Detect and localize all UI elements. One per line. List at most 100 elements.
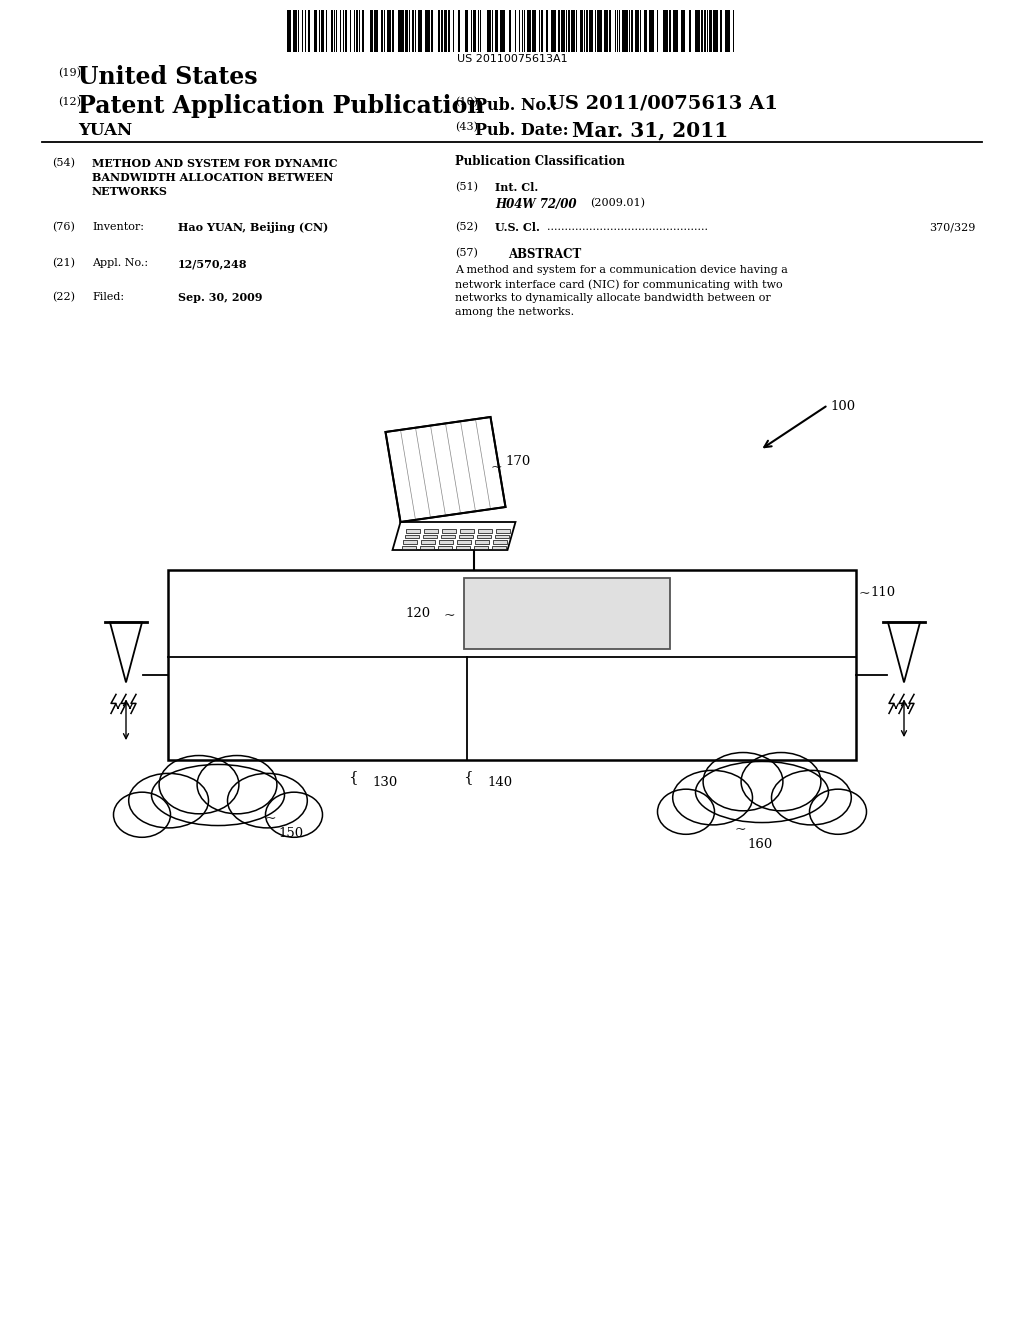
Bar xyxy=(457,540,471,544)
Bar xyxy=(595,11,596,51)
Bar xyxy=(615,11,616,51)
Text: 100: 100 xyxy=(830,400,855,413)
Bar xyxy=(431,11,433,51)
Text: ~: ~ xyxy=(858,587,869,601)
Text: ~: ~ xyxy=(443,609,456,623)
Bar xyxy=(674,11,678,51)
Text: United States: United States xyxy=(78,65,258,88)
Text: Inventor:: Inventor: xyxy=(92,222,144,232)
Bar xyxy=(575,11,577,51)
Bar xyxy=(416,11,417,51)
Bar xyxy=(327,11,328,51)
Text: ~: ~ xyxy=(490,461,502,475)
Bar xyxy=(444,11,447,51)
Text: Int. Cl.: Int. Cl. xyxy=(495,182,539,193)
Bar xyxy=(340,11,341,51)
Bar xyxy=(349,11,350,51)
Bar xyxy=(608,11,610,51)
Bar xyxy=(343,11,344,51)
Ellipse shape xyxy=(703,752,783,810)
Bar xyxy=(413,11,415,51)
Bar xyxy=(474,545,487,549)
Bar xyxy=(713,11,718,51)
Text: 160: 160 xyxy=(746,838,772,851)
Bar xyxy=(604,11,607,51)
Text: (19): (19) xyxy=(58,69,81,78)
Ellipse shape xyxy=(129,774,209,828)
Bar xyxy=(421,540,435,544)
Bar xyxy=(409,11,411,51)
Text: Publication Classification: Publication Classification xyxy=(455,154,625,168)
Bar xyxy=(635,11,639,51)
Bar xyxy=(384,11,385,51)
Bar xyxy=(492,545,506,549)
Text: H04W 72/00: H04W 72/00 xyxy=(495,198,577,211)
Bar xyxy=(710,11,712,51)
Bar xyxy=(495,11,499,51)
Bar xyxy=(629,11,630,51)
Bar xyxy=(519,11,520,51)
Text: (57): (57) xyxy=(455,248,478,259)
Text: (22): (22) xyxy=(52,292,75,302)
Bar xyxy=(404,535,419,539)
Bar xyxy=(617,11,618,51)
Polygon shape xyxy=(385,417,506,521)
Ellipse shape xyxy=(197,755,276,814)
Bar xyxy=(398,11,403,51)
Bar xyxy=(401,545,416,549)
Bar xyxy=(449,11,451,51)
Ellipse shape xyxy=(695,762,828,822)
Text: Patent Application Publication: Patent Application Publication xyxy=(78,94,484,117)
Bar xyxy=(298,11,299,51)
Bar xyxy=(471,11,472,51)
Text: ~: ~ xyxy=(265,812,276,826)
Text: 370/329: 370/329 xyxy=(929,222,975,232)
Bar xyxy=(370,11,373,51)
Bar xyxy=(620,11,621,51)
Bar xyxy=(631,11,633,51)
Bar xyxy=(477,535,490,539)
Bar xyxy=(486,11,490,51)
Bar xyxy=(302,11,303,51)
Text: 110: 110 xyxy=(870,586,895,598)
Bar xyxy=(387,11,391,51)
Bar xyxy=(464,578,671,649)
Bar xyxy=(321,11,325,51)
Bar xyxy=(640,11,641,51)
Text: NETWORKS: NETWORKS xyxy=(92,186,168,197)
Text: network interface card (NIC) for communicating with two: network interface card (NIC) for communi… xyxy=(455,279,782,289)
Bar xyxy=(644,11,647,51)
Bar xyxy=(657,11,658,51)
Text: (52): (52) xyxy=(455,222,478,232)
Text: U.S. Cl.: U.S. Cl. xyxy=(495,222,540,234)
Bar xyxy=(478,11,479,51)
Ellipse shape xyxy=(159,755,239,814)
Bar xyxy=(494,540,507,544)
Bar xyxy=(423,535,436,539)
Text: (10): (10) xyxy=(455,96,478,107)
Ellipse shape xyxy=(227,774,307,828)
Bar xyxy=(492,11,493,51)
Bar xyxy=(700,11,703,51)
Bar xyxy=(439,540,454,544)
Bar xyxy=(527,11,531,51)
Bar xyxy=(318,11,319,51)
Text: among the networks.: among the networks. xyxy=(455,308,574,317)
Bar xyxy=(689,11,691,51)
Bar xyxy=(725,11,729,51)
Bar xyxy=(571,11,574,51)
Text: Mar. 31, 2011: Mar. 31, 2011 xyxy=(572,120,728,140)
Bar xyxy=(453,11,454,51)
Text: (76): (76) xyxy=(52,222,75,232)
Ellipse shape xyxy=(657,789,715,834)
Bar xyxy=(437,545,452,549)
Text: (2009.01): (2009.01) xyxy=(590,198,645,209)
Text: US 20110075613A1: US 20110075613A1 xyxy=(457,54,567,63)
Text: (21): (21) xyxy=(52,257,75,268)
Bar xyxy=(440,535,455,539)
Bar xyxy=(354,11,355,51)
Bar xyxy=(694,11,699,51)
Bar xyxy=(313,11,316,51)
Ellipse shape xyxy=(771,771,851,825)
Bar xyxy=(509,11,511,51)
